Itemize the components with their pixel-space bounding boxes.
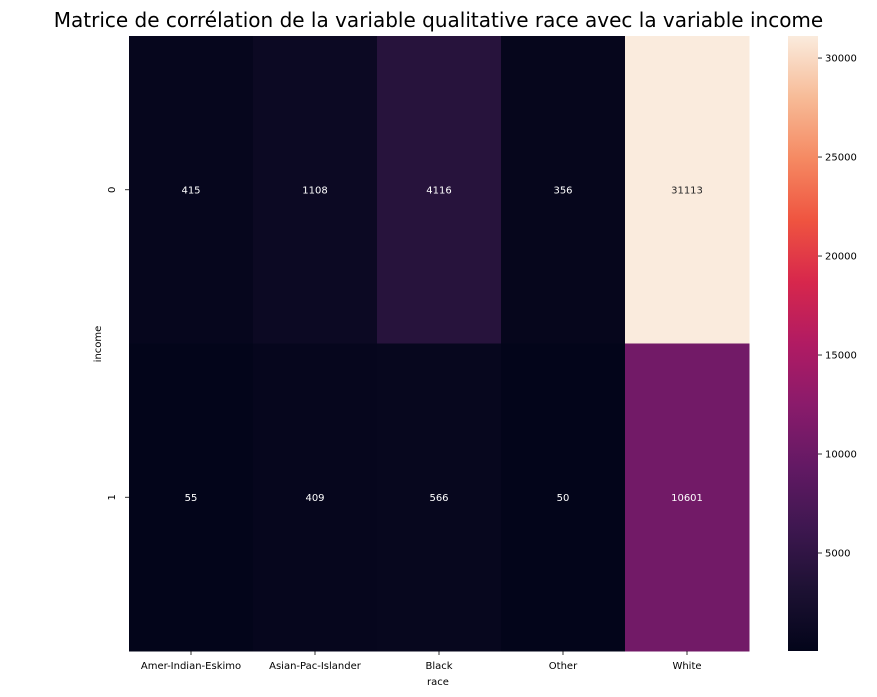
x-tick-label: Black [425,661,452,672]
colorbar-tick-label: 15000 [825,351,857,362]
cell-value-label: 55 [185,493,198,504]
x-tick-label: Other [549,661,578,672]
heatmap-cell [129,343,254,652]
x-tick-label: Amer-Indian-Eskimo [141,661,241,672]
colorbar [788,36,818,651]
x-tick-label: White [672,661,701,672]
heatmap-cell [253,36,378,344]
heatmap-cell [501,343,626,652]
heatmap-cell [377,36,502,344]
y-axis-label: income [93,326,104,363]
heatmap-cell [625,343,750,652]
colorbar-tick-label: 20000 [825,252,857,263]
cell-value-label: 4116 [426,185,451,196]
y-axis-ticks: 01 [107,187,129,500]
y-tick-label: 0 [107,187,118,193]
cell-value-label: 409 [305,493,324,504]
colorbar-tick-label: 30000 [825,54,857,65]
cell-value-label: 356 [553,185,572,196]
cell-value-label: 50 [557,493,570,504]
cell-value-label: 10601 [671,493,703,504]
heatmap-cells [129,36,750,652]
colorbar-tick-label: 25000 [825,153,857,164]
cell-value-label: 1108 [302,185,327,196]
heatmap-cell [377,343,502,652]
y-tick-label: 1 [107,494,118,500]
heatmap-cell [625,36,750,344]
colorbar-tick-label: 5000 [825,548,850,559]
heatmap-cell [253,343,378,652]
cell-annotations: 415 1108 4116 356 31113 55 409 566 50 10601 [181,185,702,504]
cell-value-label: 415 [181,185,200,196]
colorbar-tick-label: 10000 [825,450,857,461]
x-axis-ticks: Amer-Indian-Eskimo Asian-Pac-Islander Blac… [141,651,702,672]
chart-title: Matrice de corrélation de la variable qu… [54,8,823,32]
heatmap-cell [501,36,626,344]
cell-value-label: 31113 [671,185,703,196]
colorbar-ticks: 5000 10000 15000 20000 25000 30000 [818,54,857,559]
x-axis-label: race [427,677,449,688]
cell-value-label: 566 [429,493,448,504]
x-tick-label: Asian-Pac-Islander [269,661,362,672]
heatmap-cell [129,36,254,344]
